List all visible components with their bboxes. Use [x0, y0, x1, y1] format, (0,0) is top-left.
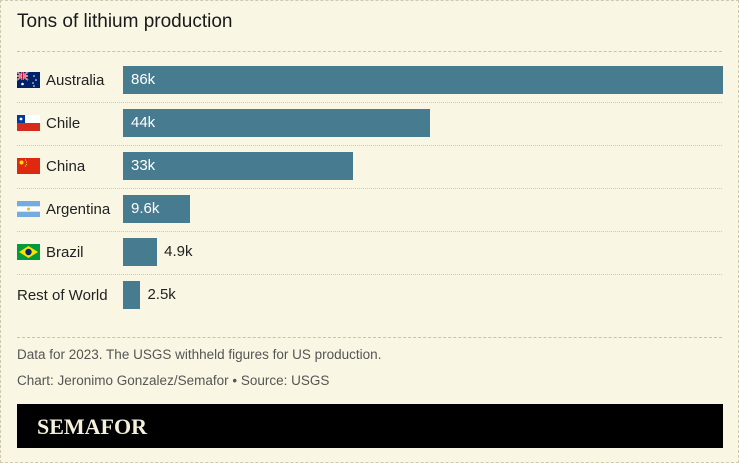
china-flag-icon	[17, 158, 40, 174]
data-label: 44k	[131, 114, 156, 131]
divider	[17, 337, 722, 338]
category-text: Australia	[46, 71, 105, 89]
row-divider	[17, 102, 722, 103]
category-label: Rest of World	[17, 281, 108, 309]
argentina-flag-icon	[17, 201, 40, 217]
category-text: Chile	[46, 114, 81, 132]
row-divider	[17, 145, 722, 146]
data-label: 86k	[131, 71, 156, 88]
bar	[123, 195, 190, 223]
data-label: 2.5k	[147, 286, 176, 303]
australia-flag-icon	[17, 72, 40, 88]
category-label: China	[17, 152, 85, 180]
data-label: 4.9k	[164, 243, 193, 260]
category-text: Argentina	[46, 200, 111, 218]
chile-flag-icon	[17, 115, 40, 131]
category-label: Brazil	[17, 238, 84, 266]
data-label: 33k	[131, 157, 156, 174]
semafor-logo-banner: SEMAFOR	[17, 404, 723, 448]
brazil-flag-icon	[17, 244, 40, 260]
category-text: China	[46, 157, 86, 175]
category-label: Chile	[17, 109, 80, 137]
row-divider	[17, 231, 722, 232]
bar	[123, 281, 141, 309]
bar	[123, 238, 158, 266]
bar	[123, 152, 354, 180]
chart-credit: Chart: Jeronimo Gonzalez/Semafor • Sourc…	[17, 373, 330, 388]
category-text: Rest of World	[17, 286, 108, 304]
category-text: Brazil	[46, 243, 84, 261]
bar	[123, 109, 430, 137]
row-divider	[17, 274, 722, 275]
data-label: 9.6k	[131, 200, 160, 217]
chart-title: Tons of lithium production	[17, 11, 233, 32]
bar	[123, 66, 723, 94]
category-label: Argentina	[17, 195, 110, 223]
chart-note: Data for 2023. The USGS withheld figures…	[17, 347, 382, 362]
row-divider	[17, 188, 722, 189]
semafor-logo: SEMAFOR	[37, 414, 147, 439]
category-label: Australia	[17, 66, 104, 94]
divider	[17, 51, 722, 52]
